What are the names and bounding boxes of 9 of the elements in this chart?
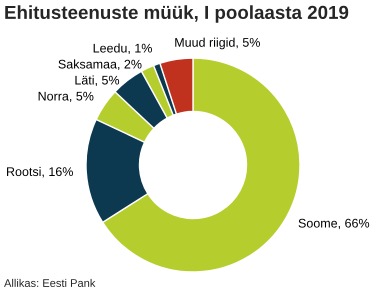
chart-title: Ehitusteenuste müük, I poolaasta 2019 bbox=[5, 5, 348, 23]
text: Allikas: Eesti Pank bbox=[4, 278, 96, 287]
slice-label: Läti, 5% bbox=[75, 75, 120, 86]
slice-label: Saksamaa, 2% bbox=[58, 59, 142, 70]
slice-label: Muud riigid, 5% bbox=[175, 38, 260, 50]
slice-label: Rootsi, 16% bbox=[7, 166, 73, 178]
slice-label: Leedu, 1% bbox=[94, 43, 152, 54]
slice-label: Soome, 66% bbox=[298, 218, 370, 230]
slice-label: Norra, 5% bbox=[38, 92, 94, 102]
